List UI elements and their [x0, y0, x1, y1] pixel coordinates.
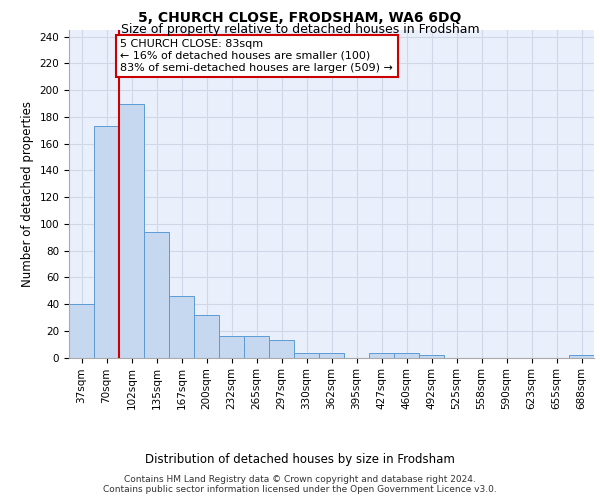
Bar [94, 126, 119, 358]
Text: Distribution of detached houses by size in Frodsham: Distribution of detached houses by size … [145, 453, 455, 466]
Text: Contains HM Land Registry data © Crown copyright and database right 2024.
Contai: Contains HM Land Registry data © Crown c… [103, 474, 497, 494]
Bar [569, 355, 594, 358]
Bar [394, 354, 419, 358]
Bar [144, 232, 169, 358]
Bar [369, 354, 394, 358]
Bar [419, 355, 444, 358]
Bar [119, 104, 144, 358]
Bar [294, 354, 319, 358]
Bar [194, 314, 219, 358]
Bar [244, 336, 269, 357]
Bar [169, 296, 194, 358]
Text: 5 CHURCH CLOSE: 83sqm
← 16% of detached houses are smaller (100)
83% of semi-det: 5 CHURCH CLOSE: 83sqm ← 16% of detached … [120, 40, 393, 72]
Bar [269, 340, 294, 357]
Bar [69, 304, 94, 358]
Bar [319, 354, 344, 358]
Text: Size of property relative to detached houses in Frodsham: Size of property relative to detached ho… [121, 22, 479, 36]
Y-axis label: Number of detached properties: Number of detached properties [21, 101, 34, 287]
Text: 5, CHURCH CLOSE, FRODSHAM, WA6 6DQ: 5, CHURCH CLOSE, FRODSHAM, WA6 6DQ [139, 11, 461, 25]
Bar [219, 336, 244, 357]
